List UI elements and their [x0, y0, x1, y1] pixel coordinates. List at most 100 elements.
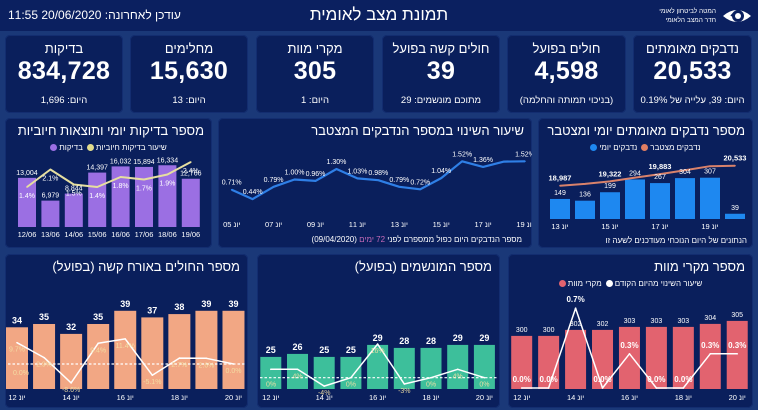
line-point[interactable] [205, 357, 208, 360]
line-point[interactable] [709, 353, 712, 355]
legend-item-deaths[interactable]: מקרי מוות [558, 279, 602, 288]
line-point[interactable] [456, 368, 459, 371]
line-point[interactable] [559, 184, 561, 187]
bar[interactable] [33, 323, 56, 389]
bar[interactable] [672, 326, 694, 389]
line-point[interactable] [49, 168, 52, 171]
line-point[interactable] [119, 176, 122, 178]
bar[interactable] [135, 166, 153, 227]
line-point[interactable] [547, 387, 550, 389]
line-point[interactable] [376, 343, 379, 345]
line-point[interactable] [272, 186, 275, 188]
bar[interactable] [18, 177, 36, 227]
line-point[interactable] [96, 186, 98, 188]
line-point[interactable] [520, 387, 523, 389]
line-point[interactable] [16, 341, 18, 344]
line-point[interactable] [70, 382, 72, 384]
line-point[interactable] [734, 164, 736, 167]
line-point[interactable] [655, 387, 658, 389]
bar[interactable] [650, 183, 670, 219]
bar[interactable] [111, 166, 130, 227]
legend-item-tests[interactable]: בדיקות [50, 143, 83, 152]
line-point[interactable] [574, 307, 577, 309]
line-point[interactable] [584, 183, 586, 185]
line-point[interactable] [232, 363, 235, 365]
bar[interactable] [726, 320, 748, 389]
bar[interactable] [699, 323, 721, 389]
bar[interactable] [222, 310, 245, 389]
bar[interactable] [260, 356, 282, 389]
bar[interactable] [447, 344, 469, 389]
legend-item-daily[interactable]: נדבקים יומי [590, 143, 637, 152]
bar[interactable] [41, 200, 60, 227]
line-point[interactable] [26, 186, 28, 188]
bar[interactable] [600, 192, 620, 219]
line-point[interactable] [682, 387, 685, 389]
line-point[interactable] [43, 356, 45, 359]
line-point[interactable] [323, 385, 325, 387]
bar[interactable] [6, 327, 28, 389]
line-point[interactable] [628, 353, 631, 355]
bar[interactable] [87, 323, 110, 389]
line-point[interactable] [482, 166, 484, 168]
bar[interactable] [725, 213, 745, 219]
bar[interactable] [618, 326, 640, 389]
line-point[interactable] [97, 342, 99, 345]
line-point[interactable] [609, 180, 611, 183]
line-point[interactable] [124, 338, 127, 340]
line-point[interactable] [314, 180, 317, 182]
line-point[interactable] [350, 376, 352, 379]
line-point[interactable] [377, 179, 380, 181]
line-point[interactable] [151, 374, 154, 377]
line-point[interactable] [709, 165, 711, 167]
line-point[interactable] [634, 176, 636, 179]
bar[interactable] [511, 335, 533, 389]
bar[interactable] [565, 329, 587, 389]
bar[interactable] [645, 326, 667, 389]
line-point[interactable] [430, 376, 432, 379]
legend-item-cumulative[interactable]: נדבקים מצטבר [641, 143, 701, 152]
line-point[interactable] [251, 198, 254, 200]
bar[interactable] [575, 200, 595, 219]
line-point[interactable] [293, 178, 296, 181]
line-point[interactable] [503, 160, 505, 163]
line-point[interactable] [166, 173, 169, 176]
line-point[interactable] [483, 376, 486, 379]
line-point[interactable] [335, 168, 338, 170]
legend-item-positive-rate[interactable]: שיעור בדיקות חיוביות [86, 143, 167, 152]
bar[interactable] [538, 335, 560, 389]
line-point[interactable] [419, 188, 422, 191]
line-point[interactable] [296, 368, 299, 371]
line-point[interactable] [73, 183, 75, 186]
line-point[interactable] [190, 161, 192, 163]
line-point[interactable] [736, 353, 739, 355]
line-point[interactable] [230, 188, 233, 191]
bar[interactable] [60, 333, 83, 389]
line-point[interactable] [403, 383, 406, 385]
bar[interactable] [625, 179, 645, 219]
bar[interactable] [195, 310, 218, 389]
bar[interactable] [313, 356, 335, 389]
line-point[interactable] [601, 387, 604, 389]
bar[interactable] [64, 193, 83, 227]
bar[interactable] [114, 310, 137, 389]
bar[interactable] [181, 178, 200, 227]
bar[interactable] [675, 178, 695, 219]
line-point[interactable] [356, 177, 359, 180]
bar[interactable] [287, 353, 308, 389]
line-point[interactable] [178, 357, 181, 359]
line-point[interactable] [461, 160, 463, 163]
line-point[interactable] [684, 169, 686, 171]
line-point[interactable] [659, 173, 661, 175]
line-point[interactable] [398, 186, 401, 188]
bar[interactable] [550, 198, 570, 219]
bar[interactable] [158, 165, 177, 227]
bar[interactable] [393, 347, 415, 389]
bar[interactable] [340, 356, 362, 389]
line-point[interactable] [143, 178, 145, 181]
line-point[interactable] [524, 160, 526, 163]
bar[interactable] [168, 314, 191, 389]
line-point[interactable] [440, 177, 442, 179]
bar[interactable] [700, 177, 720, 219]
legend-item-change-rate[interactable]: שיעור השינוי מהיום הקודם [605, 279, 702, 288]
